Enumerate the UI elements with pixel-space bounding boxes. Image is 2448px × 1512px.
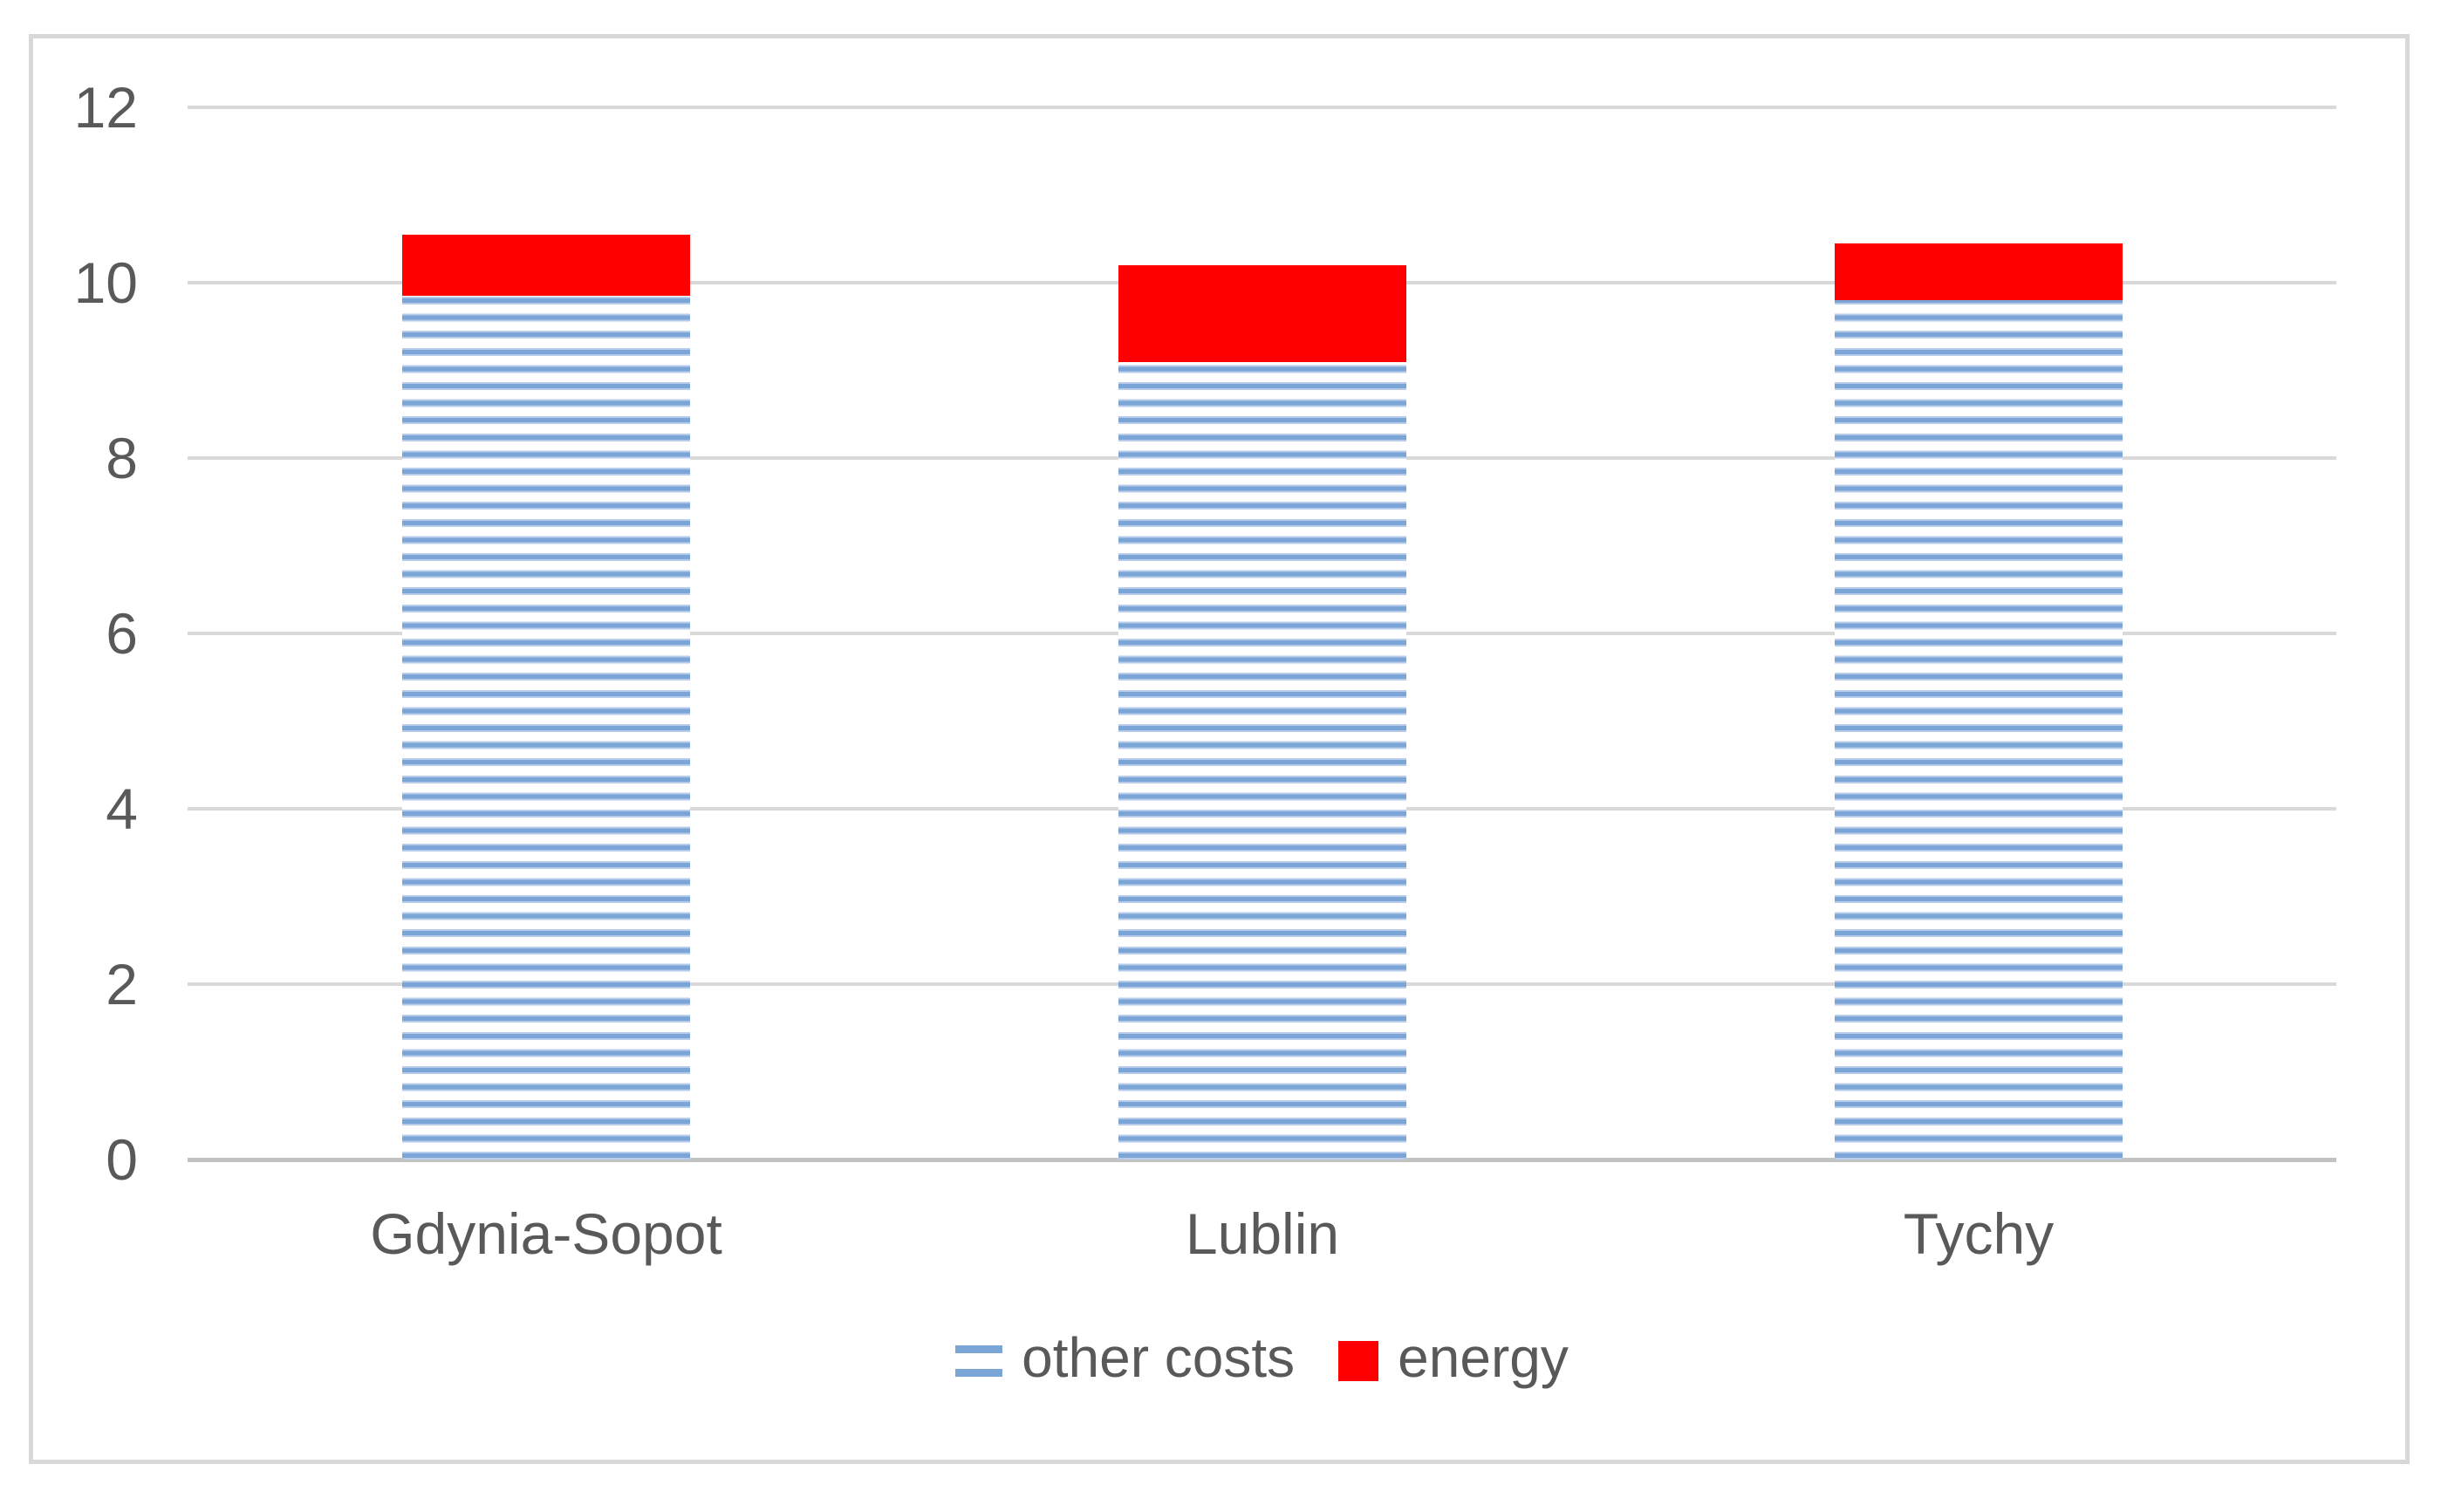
energy-solid-swatch-icon — [1338, 1341, 1379, 1381]
bar-segment-other-costs-lublin — [1118, 361, 1406, 1160]
bar-segment-energy-lublin — [1118, 265, 1406, 362]
bar-segment-other-costs-tychy — [1835, 300, 2123, 1160]
y-tick-label-8: 8 — [106, 426, 138, 490]
y-tick-label-4: 4 — [106, 777, 138, 841]
gridline-12 — [188, 106, 2336, 109]
legend-label-energy: energy — [1398, 1326, 1569, 1389]
y-tick-label-12: 12 — [73, 75, 138, 140]
legend: other costs energy — [188, 1330, 2336, 1392]
other-costs-stripe-swatch-icon — [955, 1345, 1003, 1377]
x-category-label-tychy: Tychy — [1903, 1201, 2055, 1266]
x-category-label-gdynia-sopot: Gdynia-Sopot — [370, 1201, 722, 1266]
legend-item-energy: energy — [1338, 1330, 1569, 1392]
y-tick-label-0: 0 — [106, 1127, 138, 1192]
x-category-label-lublin: Lublin — [1185, 1201, 1340, 1266]
bar-segment-other-costs-gdynia-sopot — [402, 296, 690, 1160]
bar-segment-energy-tychy — [1835, 243, 2123, 300]
x-axis-baseline — [188, 1158, 2336, 1162]
bar-segment-energy-gdynia-sopot — [402, 235, 690, 296]
legend-item-other-costs: other costs — [955, 1330, 1295, 1392]
y-tick-label-2: 2 — [106, 952, 138, 1016]
y-tick-label-10: 10 — [73, 250, 138, 315]
legend-label-other-costs: other costs — [1022, 1326, 1296, 1389]
y-tick-label-6: 6 — [106, 601, 138, 666]
